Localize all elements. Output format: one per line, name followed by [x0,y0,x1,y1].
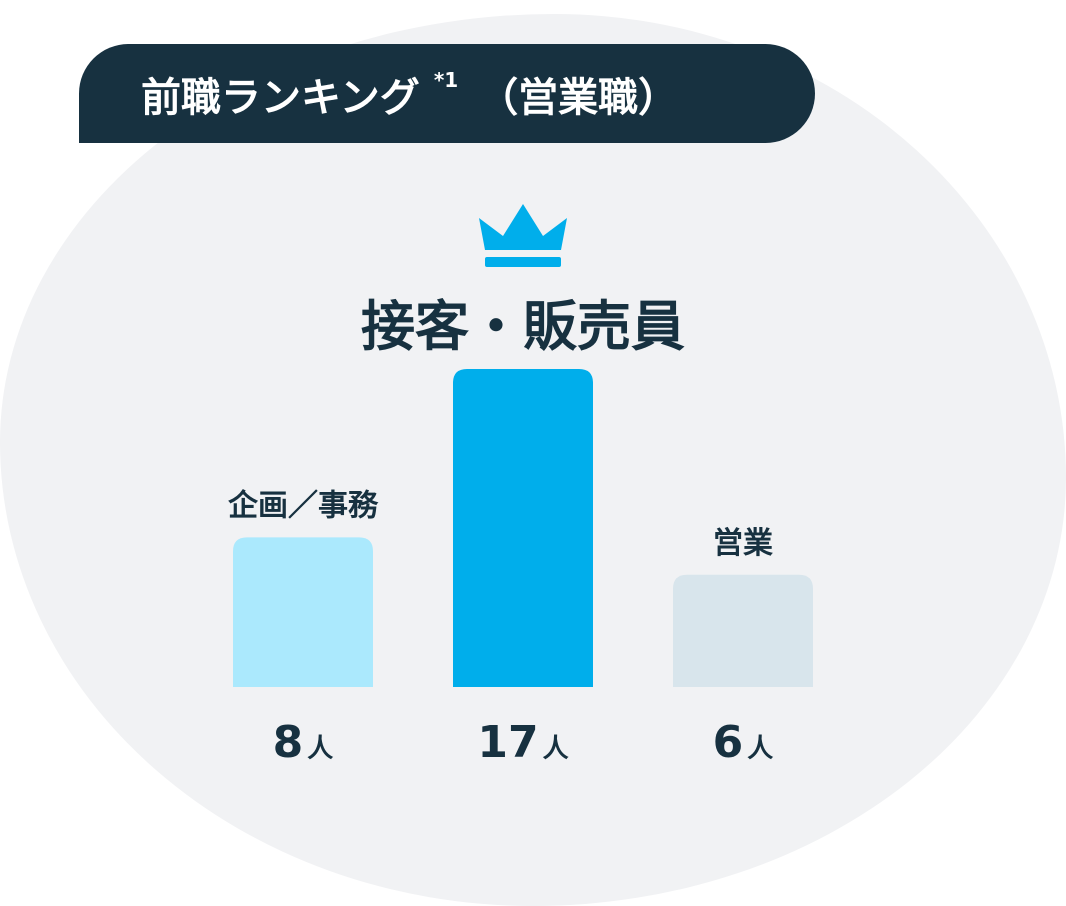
category-label: 企画／事務 [228,488,379,523]
value-unit: 人 [307,734,333,764]
banner-footnote: *1 [433,67,459,92]
crown-icon [479,204,567,250]
value-unit: 人 [543,734,569,764]
banner-title: 前職ランキング [141,74,420,121]
value-unit: 人 [747,734,773,764]
bar [673,574,813,687]
bar [233,537,373,687]
title-banner: 前職ランキング *1 （営業職） [79,44,815,143]
banner-subtitle: （営業職） [478,74,679,121]
category-label: 接客・販売員 [361,295,685,358]
value-number: 8 [273,717,304,768]
bar [453,369,593,687]
value-number: 17 [477,717,538,768]
category-label: 営業 [713,526,773,561]
value-number: 6 [713,717,744,768]
value-label: 17 人 [477,717,568,768]
crown-base-icon [485,257,561,267]
